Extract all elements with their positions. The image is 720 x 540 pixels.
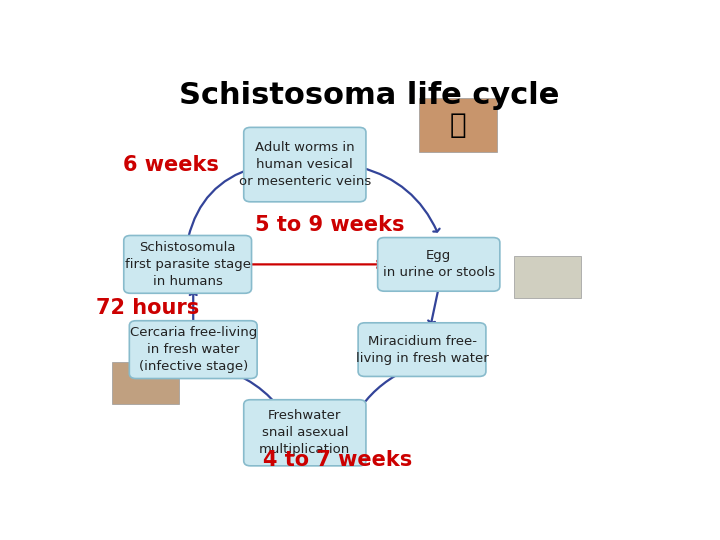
Bar [419,98,498,152]
Text: Schistosomula
first parasite stage
in humans: Schistosomula first parasite stage in hu… [125,241,251,288]
Text: Freshwater
snail asexual
multiplication: Freshwater snail asexual multiplication [259,409,351,456]
Bar [514,256,581,298]
FancyBboxPatch shape [378,238,500,291]
Text: 72 hours: 72 hours [96,298,199,318]
Text: Miracidium free-
living in fresh water: Miracidium free- living in fresh water [356,335,488,365]
FancyBboxPatch shape [358,323,486,376]
Text: Egg
in urine or stools: Egg in urine or stools [383,249,495,279]
Text: 4 to 7 weeks: 4 to 7 weeks [263,450,413,470]
Text: 🪱: 🪱 [450,111,467,139]
Text: Schistosoma life cycle: Schistosoma life cycle [179,82,559,111]
Text: 5 to 9 weeks: 5 to 9 weeks [255,215,404,235]
FancyBboxPatch shape [244,400,366,466]
FancyBboxPatch shape [124,235,251,293]
Text: Cercaria free-living
in fresh water
(infective stage): Cercaria free-living in fresh water (inf… [130,326,257,373]
Text: Adult worms in
human vesical
or mesenteric veins: Adult worms in human vesical or mesenter… [239,141,371,188]
FancyBboxPatch shape [244,127,366,202]
Text: 6 weeks: 6 weeks [124,154,220,174]
FancyBboxPatch shape [130,321,257,379]
Bar [112,362,179,404]
